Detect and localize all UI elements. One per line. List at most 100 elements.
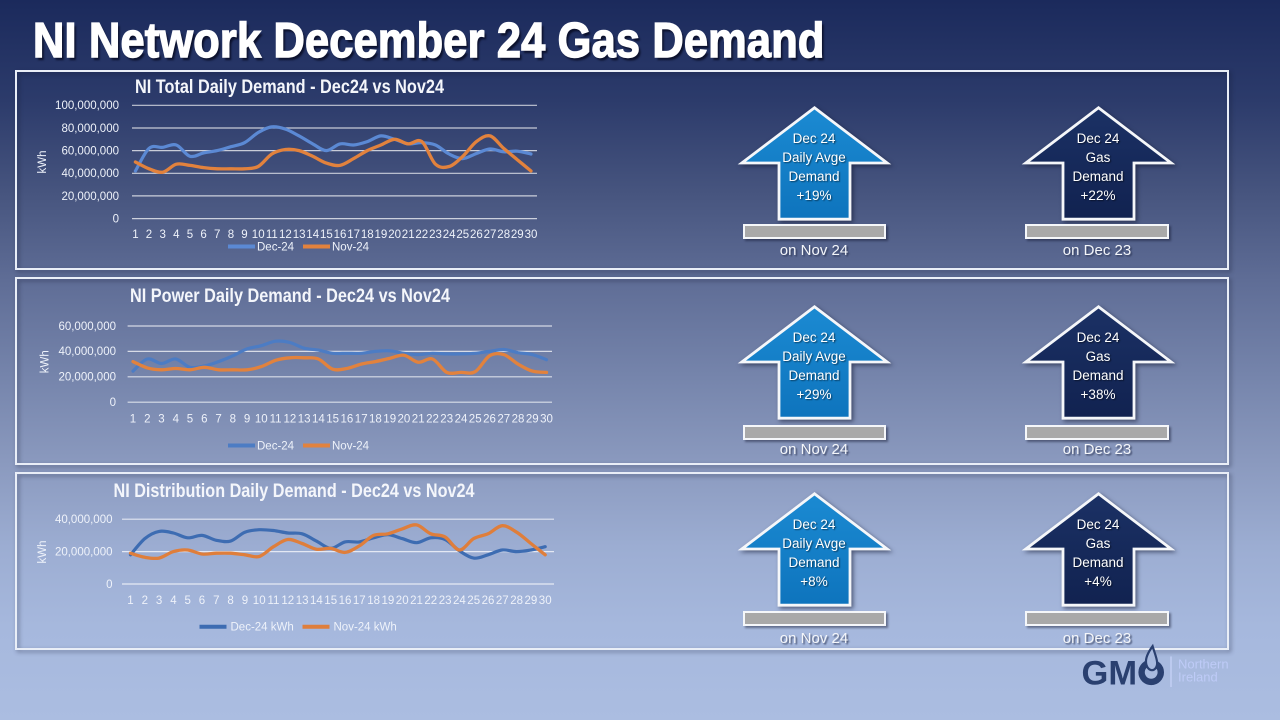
svg-text:3: 3 [159, 229, 165, 241]
svg-text:26: 26 [483, 413, 496, 425]
svg-text:9: 9 [244, 413, 250, 425]
svg-text:13: 13 [296, 595, 309, 607]
svg-text:18: 18 [361, 229, 374, 241]
svg-text:28: 28 [510, 595, 523, 607]
svg-text:2: 2 [146, 229, 152, 241]
svg-text:18: 18 [369, 413, 382, 425]
svg-text:12: 12 [281, 595, 294, 607]
svg-text:Dec-24 kWh: Dec-24 kWh [231, 622, 294, 634]
svg-text:30: 30 [540, 413, 553, 425]
svg-text:kWh: kWh [40, 350, 52, 373]
svg-text:100,000,000: 100,000,000 [55, 100, 119, 112]
svg-text:Nov-24: Nov-24 [332, 441, 370, 453]
svg-text:22: 22 [415, 229, 428, 241]
svg-text:19: 19 [383, 413, 396, 425]
svg-text:0: 0 [106, 579, 112, 591]
svg-text:15: 15 [324, 595, 337, 607]
svg-text:0: 0 [110, 397, 116, 409]
svg-text:13: 13 [293, 229, 306, 241]
svg-text:30: 30 [525, 229, 538, 241]
svg-text:20,000,000: 20,000,000 [55, 546, 113, 558]
svg-text:20: 20 [388, 229, 401, 241]
svg-text:24: 24 [443, 229, 456, 241]
svg-text:17: 17 [347, 229, 360, 241]
svg-text:11: 11 [270, 413, 282, 425]
svg-text:8: 8 [227, 595, 233, 607]
svg-text:27: 27 [497, 413, 510, 425]
svg-text:26: 26 [482, 595, 495, 607]
svg-text:7: 7 [213, 595, 219, 607]
svg-text:6: 6 [201, 413, 207, 425]
svg-text:9: 9 [241, 229, 247, 241]
svg-text:28: 28 [497, 229, 510, 241]
svg-text:30: 30 [539, 595, 552, 607]
svg-text:23: 23 [440, 413, 453, 425]
svg-text:4: 4 [173, 229, 180, 241]
svg-text:80,000,000: 80,000,000 [61, 123, 119, 135]
svg-text:Nov-24: Nov-24 [332, 242, 370, 254]
svg-text:kWh: kWh [37, 151, 49, 174]
svg-text:20: 20 [396, 595, 409, 607]
svg-text:8: 8 [230, 413, 236, 425]
svg-text:25: 25 [456, 229, 469, 241]
svg-text:19: 19 [382, 595, 395, 607]
svg-text:21: 21 [402, 229, 415, 241]
svg-text:12: 12 [284, 413, 297, 425]
svg-text:10: 10 [253, 595, 266, 607]
svg-text:21: 21 [412, 413, 425, 425]
svg-text:kWh: kWh [37, 541, 49, 564]
svg-text:Nov-24 kWh: Nov-24 kWh [334, 622, 397, 634]
svg-text:40,000,000: 40,000,000 [61, 168, 119, 180]
svg-text:15: 15 [320, 229, 333, 241]
svg-text:4: 4 [170, 595, 177, 607]
svg-text:Dec-24: Dec-24 [257, 242, 295, 254]
svg-text:15: 15 [326, 413, 339, 425]
svg-text:1: 1 [130, 413, 136, 425]
svg-text:NI Total Daily Demand - Dec24: NI Total Daily Demand - Dec24 vs Nov24 [135, 77, 444, 98]
svg-text:29: 29 [526, 413, 539, 425]
svg-text:24: 24 [455, 413, 468, 425]
svg-text:19: 19 [375, 229, 388, 241]
svg-text:4: 4 [173, 413, 180, 425]
svg-text:Ireland: Ireland [1178, 670, 1218, 685]
svg-text:5: 5 [187, 413, 193, 425]
svg-text:6: 6 [199, 595, 205, 607]
svg-text:2: 2 [144, 413, 150, 425]
svg-text:5: 5 [184, 595, 190, 607]
svg-text:20: 20 [398, 413, 411, 425]
svg-text:7: 7 [215, 413, 221, 425]
svg-text:8: 8 [228, 229, 234, 241]
svg-text:13: 13 [298, 413, 311, 425]
svg-text:60,000,000: 60,000,000 [61, 145, 119, 157]
svg-text:29: 29 [511, 229, 524, 241]
svg-text:11: 11 [268, 595, 280, 607]
svg-text:27: 27 [496, 595, 509, 607]
svg-text:14: 14 [306, 229, 319, 241]
svg-text:0: 0 [113, 213, 119, 225]
svg-text:25: 25 [469, 413, 482, 425]
svg-text:16: 16 [339, 595, 352, 607]
svg-text:2: 2 [142, 595, 148, 607]
svg-text:9: 9 [242, 595, 248, 607]
svg-text:22: 22 [424, 595, 437, 607]
svg-text:60,000,000: 60,000,000 [58, 321, 116, 333]
svg-text:6: 6 [200, 229, 206, 241]
svg-text:10: 10 [252, 229, 265, 241]
svg-text:10: 10 [255, 413, 268, 425]
svg-text:18: 18 [367, 595, 380, 607]
svg-text:17: 17 [353, 595, 366, 607]
svg-text:20,000,000: 20,000,000 [61, 191, 119, 203]
svg-text:28: 28 [512, 413, 525, 425]
svg-text:40,000,000: 40,000,000 [58, 346, 116, 358]
svg-text:GM: GM [1082, 655, 1138, 693]
svg-text:40,000,000: 40,000,000 [55, 514, 113, 526]
svg-text:14: 14 [312, 413, 325, 425]
svg-text:14: 14 [310, 595, 323, 607]
svg-text:16: 16 [334, 229, 347, 241]
svg-text:NI Power Daily Demand - Dec24: NI Power Daily Demand - Dec24 vs Nov24 [130, 286, 450, 307]
svg-text:27: 27 [484, 229, 497, 241]
svg-text:23: 23 [429, 229, 442, 241]
svg-text:3: 3 [158, 413, 164, 425]
svg-text:11: 11 [266, 229, 278, 241]
svg-text:7: 7 [214, 229, 220, 241]
